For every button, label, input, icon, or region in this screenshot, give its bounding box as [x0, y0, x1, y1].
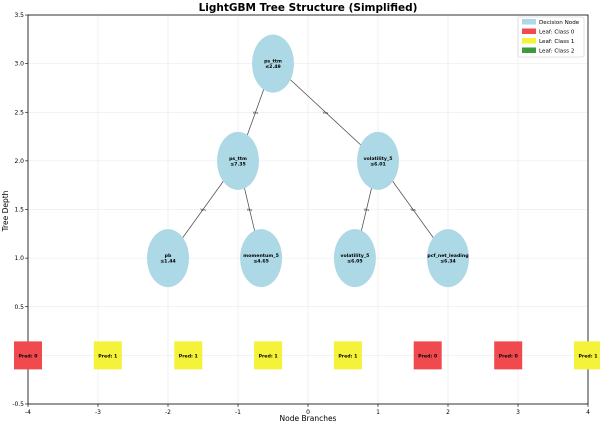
leaf-node: Pred: 1 [574, 341, 600, 370]
node-threshold: ≤2.49 [265, 64, 281, 70]
node-feature: volatility_5 [363, 156, 392, 162]
legend-label: Leaf: Class 0 [539, 30, 575, 36]
legend-swatch [522, 38, 536, 44]
x-tick-label: -3 [95, 409, 101, 416]
tree-edge [272, 63, 379, 162]
legend-box [517, 16, 585, 58]
edge-label: Yes [323, 111, 329, 115]
chart-title: LightGBM Tree Structure (Simplified) [199, 2, 418, 14]
node-feature: volatility_5 [340, 253, 369, 259]
leaf-box [333, 341, 362, 370]
leaf-node: Pred: 0 [14, 341, 42, 370]
legend-swatch [522, 28, 536, 34]
edge-label: Yes [364, 208, 370, 212]
y-tick-label: 0.5 [14, 304, 24, 311]
x-tick-label: 1 [376, 409, 380, 416]
y-tick-label: 1.5 [14, 207, 24, 214]
x-tick-label: -2 [165, 409, 171, 416]
legend-item: Leaf: Class 2 [522, 47, 574, 55]
legend-swatch [522, 19, 536, 25]
leaf-node: Pred: 1 [254, 341, 283, 370]
node-feature: pcf_net_leading [427, 253, 468, 259]
decision-node-ellipse [333, 229, 376, 288]
node-threshold: ≤6.01 [370, 161, 386, 167]
decision-node-ellipse [252, 34, 294, 93]
legend-item: Decision Node [522, 19, 580, 26]
y-axis-label: Tree Depth [1, 190, 10, 232]
x-tick-label: 4 [586, 409, 590, 416]
decision-node: ps_ttm≤7.35 [217, 131, 259, 190]
decision-node: volatility_5≤6.05 [333, 229, 376, 288]
x-axis-label: Node Branches [280, 414, 337, 423]
x-tick-label: 2 [446, 409, 450, 416]
y-tick-label: 2.5 [14, 109, 24, 116]
y-tick-label: 2.0 [14, 158, 24, 165]
legend-label: Leaf: Class 2 [539, 49, 574, 55]
y-tick-label: 3.5 [14, 12, 24, 19]
leaf-box [174, 341, 203, 370]
legend: Decision Node Leaf: Class 0 Leaf: Class 1 L… [517, 16, 585, 58]
decision-node-ellipse [217, 131, 259, 190]
node-feature: ps_ttm [229, 156, 247, 162]
node-feature: ps_ttm [264, 59, 282, 65]
leaf-box [254, 341, 283, 370]
decision-node-ellipse [427, 229, 469, 288]
tree-leaves: Pred: 0 Pred: 1 Pred: 1 Pred: 1 Pred: 1 Pred:… [14, 341, 600, 370]
leaf-label: Pred: 0 [18, 353, 38, 359]
edge-label: Yes [247, 208, 253, 212]
legend-label: Decision Node [539, 20, 580, 26]
legend-swatch [522, 47, 536, 53]
leaf-box [413, 341, 442, 370]
decision-node: volatility_5≤6.01 [357, 131, 399, 190]
edge-label: Yes [253, 111, 259, 115]
leaf-box [494, 341, 523, 370]
leaf-label: Pred: 0 [499, 353, 519, 359]
leaf-node: Pred: 0 [413, 341, 442, 370]
leaf-box [93, 341, 122, 370]
legend-item: Leaf: Class 0 [522, 28, 575, 36]
decision-node: momentum_5≤4.65 [240, 229, 283, 288]
leaf-label: Pred: 1 [259, 353, 278, 359]
node-feature: pb [165, 253, 172, 259]
tree-nodes: ps_ttm≤2.49ps_ttm≤7.35volatility_5≤6.01p… [147, 34, 469, 288]
decision-node-ellipse [357, 131, 399, 190]
y-tick-label: 3.0 [14, 61, 24, 68]
node-threshold: ≤1.44 [160, 259, 176, 265]
decision-node-ellipse [240, 229, 283, 288]
leaf-label: Pred: 1 [98, 353, 117, 359]
leaf-box [574, 341, 600, 370]
leaf-label: Pred: 1 [578, 353, 597, 359]
x-tick-label: 3 [516, 409, 520, 416]
leaf-label: Pred: 0 [418, 353, 438, 359]
decision-node-ellipse [147, 229, 189, 288]
leaf-node: Pred: 1 [174, 341, 203, 370]
x-tick-label: -4 [25, 409, 31, 416]
node-threshold: ≤6.34 [440, 259, 456, 265]
leaf-box [14, 341, 42, 370]
leaf-node: Pred: 0 [494, 341, 523, 370]
leaf-label: Pred: 1 [338, 353, 357, 359]
leaf-label: Pred: 1 [179, 353, 198, 359]
node-threshold: ≤7.35 [230, 161, 246, 167]
axis-ticks: -4-3-2-101234-0.50.00.51.01.52.02.53.03.… [12, 12, 590, 416]
node-feature: momentum_5 [243, 253, 279, 259]
node-threshold: ≤4.65 [253, 259, 269, 265]
x-tick-label: -1 [235, 409, 241, 416]
x-tick-label: 0 [306, 409, 310, 416]
y-tick-label: 1.0 [14, 255, 24, 262]
legend-label: Leaf: Class 1 [539, 39, 575, 45]
edge-label: Yes [200, 208, 206, 212]
decision-node: pcf_net_leading≤6.34 [427, 229, 469, 288]
leaf-node: Pred: 1 [333, 341, 362, 370]
decision-node: ps_ttm≤2.49 [252, 34, 294, 93]
edge-label: Yes [410, 208, 416, 212]
y-tick-label: -0.5 [12, 401, 24, 408]
decision-node: pb≤1.44 [147, 229, 189, 288]
leaf-node: Pred: 1 [93, 341, 122, 370]
legend-item: Leaf: Class 1 [522, 38, 575, 45]
node-threshold: ≤6.05 [347, 259, 363, 265]
